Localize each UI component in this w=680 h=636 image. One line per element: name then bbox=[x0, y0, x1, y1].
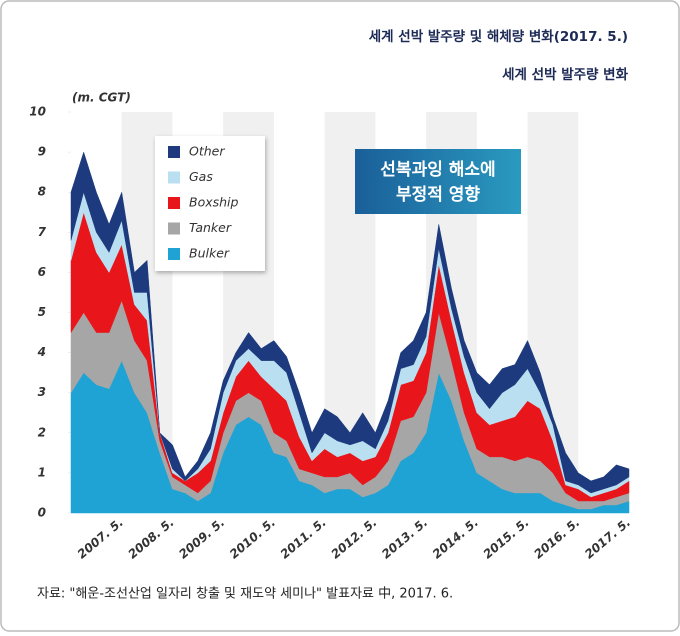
plot-area bbox=[68, 111, 630, 514]
legend-label: Other bbox=[189, 144, 225, 159]
chart-title: 세계 선박 발주량 및 해체량 변화(2017. 5.) bbox=[369, 28, 628, 45]
y-tick-label: 9 bbox=[38, 145, 46, 159]
legend-swatch bbox=[168, 222, 180, 235]
legend-swatch bbox=[168, 248, 180, 260]
y-tick-label: 7 bbox=[38, 225, 47, 239]
annotation-box bbox=[355, 149, 521, 214]
y-tick-label: 8 bbox=[38, 185, 46, 199]
y-axis-label: (m. CGT) bbox=[72, 91, 131, 105]
source-note: 자료: "해운-조선산업 일자리 창출 및 재도약 세미나" 발표자료 中, 2… bbox=[37, 587, 453, 602]
annotation-line: 선복과잉 해소에 bbox=[380, 160, 495, 180]
area-series bbox=[70, 151, 630, 494]
y-tick-label: 4 bbox=[37, 345, 46, 359]
chart-subtitle: 세계 선박 발주량 변화 bbox=[502, 66, 628, 83]
annotation-line: 부정적 영향 bbox=[396, 184, 480, 205]
legend-swatch bbox=[168, 197, 180, 209]
legend-label: Bulker bbox=[189, 246, 230, 261]
y-tick-label: 3 bbox=[38, 385, 46, 399]
legend: Other Gas Boxship Tanker Bulker bbox=[168, 144, 239, 261]
legend-label: Gas bbox=[189, 169, 213, 184]
y-tick-label: 6 bbox=[38, 265, 46, 279]
y-tick-label: 10 bbox=[29, 105, 46, 119]
y-tick-label: 1 bbox=[38, 465, 46, 479]
legend-label: Tanker bbox=[189, 220, 232, 235]
legend-swatch bbox=[168, 146, 180, 158]
y-tick-label: 2 bbox=[38, 425, 46, 439]
y-tick-label: 0 bbox=[38, 506, 46, 520]
legend-label: Boxship bbox=[189, 195, 239, 210]
legend-swatch bbox=[168, 171, 180, 184]
y-tick-label: 5 bbox=[38, 305, 46, 319]
